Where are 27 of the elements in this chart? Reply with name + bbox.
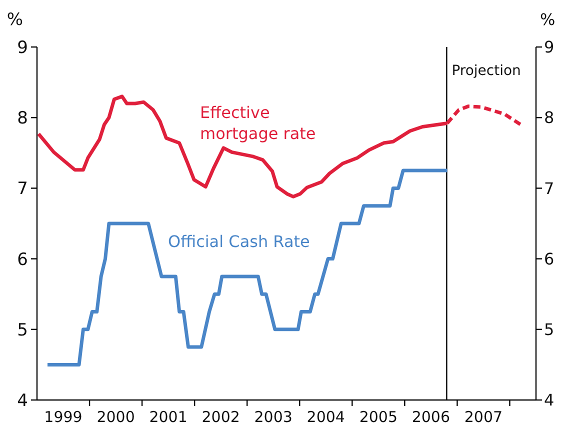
y2-tick-label: 7: [544, 178, 554, 198]
x-tick-label: 2003: [254, 408, 292, 426]
y-tick-label: 7: [17, 179, 28, 200]
x-tick-label: 2001: [149, 408, 188, 426]
x-tick-label: 2004: [306, 408, 345, 426]
y2-tick-label: 5: [544, 320, 554, 339]
x-tick-label: 2000: [96, 408, 135, 426]
y-tick-label: 5: [17, 320, 28, 340]
series-label: Official Cash Rate: [168, 232, 310, 251]
ref-line-label: Projection: [452, 63, 521, 79]
line-series: [46, 168, 449, 366]
y-tick-label: 9: [17, 38, 28, 58]
y-tick-label: 8: [17, 108, 28, 129]
x-tick-label: 2005: [359, 408, 398, 426]
y2-tick-label: 9: [544, 38, 554, 57]
x-tick-label: 1999: [44, 408, 82, 426]
y2-tick-label: 4: [544, 390, 554, 410]
y-axis-title: %: [6, 10, 24, 30]
y2-tick-label: 8: [544, 108, 554, 128]
y-tick-label: 6: [17, 250, 28, 270]
y-tick-label: 4: [17, 390, 28, 411]
y2-axis-title: %: [540, 10, 556, 29]
y2-tick-label: 6: [544, 249, 554, 268]
x-tick-label: 2007: [464, 408, 503, 426]
x-tick-label: 2006: [412, 408, 450, 426]
series-label: Effective mortgage rate: [200, 103, 316, 143]
x-tick-label: 2002: [202, 408, 240, 426]
